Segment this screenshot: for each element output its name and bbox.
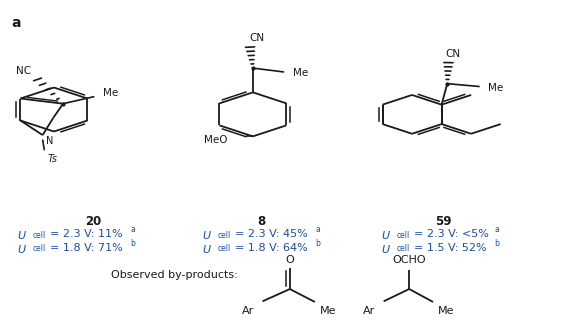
Text: cell: cell — [218, 244, 231, 253]
Text: $\mathit{U}$: $\mathit{U}$ — [381, 243, 391, 255]
Text: 59: 59 — [435, 215, 452, 228]
Text: = 2.3 V: 45%: = 2.3 V: 45% — [235, 229, 308, 239]
Text: 20: 20 — [86, 215, 102, 228]
Text: cell: cell — [218, 231, 231, 240]
Text: Me: Me — [437, 306, 454, 316]
Text: $\mathit{U}$: $\mathit{U}$ — [17, 229, 27, 241]
Text: = 1.8 V: 71%: = 1.8 V: 71% — [50, 243, 123, 253]
Text: b: b — [315, 239, 320, 248]
Text: Ar: Ar — [363, 306, 375, 316]
Text: cell: cell — [397, 244, 410, 253]
Text: Me: Me — [103, 88, 118, 98]
Text: $\mathit{U}$: $\mathit{U}$ — [201, 229, 212, 241]
Text: = 2.3 V: <5%: = 2.3 V: <5% — [414, 229, 488, 239]
Text: cell: cell — [33, 244, 46, 253]
Text: Observed by-products:: Observed by-products: — [111, 270, 238, 280]
Text: cell: cell — [397, 231, 410, 240]
Text: $\mathit{U}$: $\mathit{U}$ — [381, 229, 391, 241]
Text: $\mathit{U}$: $\mathit{U}$ — [17, 243, 27, 255]
Text: Ts: Ts — [47, 154, 57, 164]
Text: cell: cell — [33, 231, 46, 240]
Text: NC: NC — [15, 66, 30, 76]
Text: a: a — [494, 225, 499, 234]
Text: O: O — [285, 255, 294, 265]
Text: CN: CN — [249, 33, 265, 43]
Text: b: b — [130, 239, 135, 248]
Text: 8: 8 — [257, 215, 266, 228]
Text: Me: Me — [293, 68, 308, 78]
Text: a: a — [130, 225, 135, 234]
Text: b: b — [494, 239, 499, 248]
Text: = 2.3 V: 11%: = 2.3 V: 11% — [50, 229, 123, 239]
Text: Me: Me — [319, 306, 336, 316]
Text: $\mathit{U}$: $\mathit{U}$ — [201, 243, 212, 255]
Text: a: a — [315, 225, 320, 234]
Text: = 1.8 V: 64%: = 1.8 V: 64% — [235, 243, 308, 253]
Text: a: a — [11, 16, 21, 30]
Text: Ar: Ar — [242, 306, 254, 316]
Text: N: N — [46, 136, 53, 146]
Text: MeO: MeO — [204, 135, 227, 145]
Text: Me: Me — [488, 83, 503, 92]
Text: OCHO: OCHO — [393, 255, 426, 265]
Text: = 1.5 V: 52%: = 1.5 V: 52% — [414, 243, 486, 253]
Text: CN: CN — [445, 49, 460, 59]
